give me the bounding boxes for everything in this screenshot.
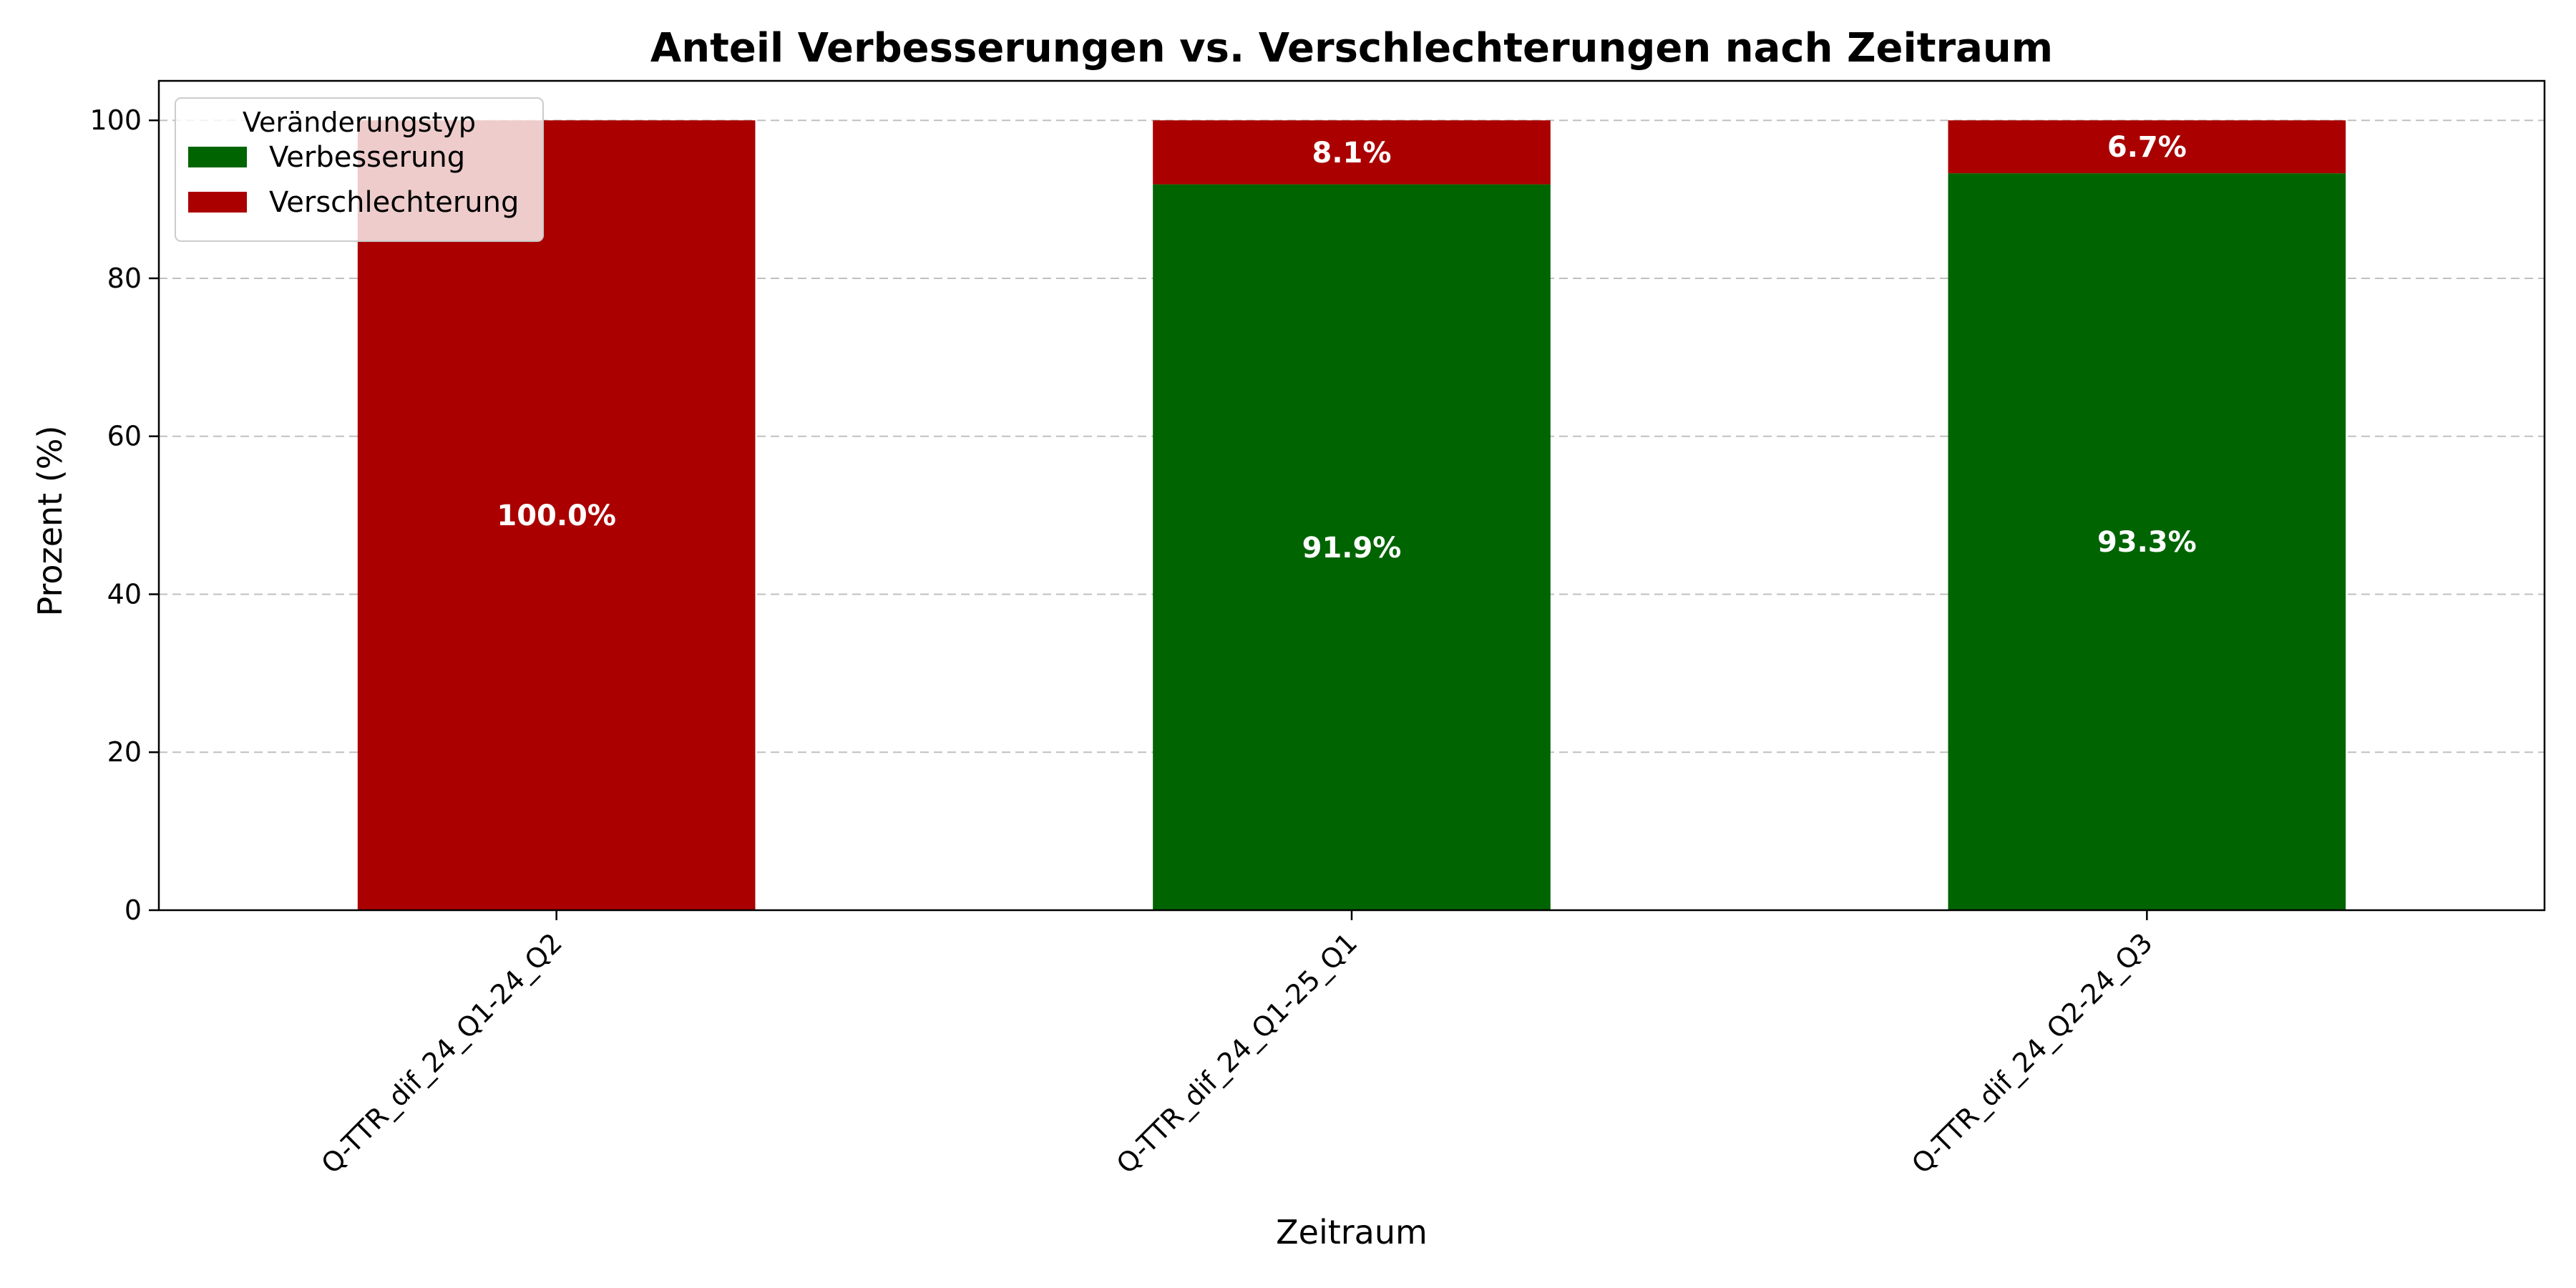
y-tick-label: 40 — [107, 578, 142, 610]
legend-swatch — [188, 147, 247, 167]
bar-verschlechterung — [1153, 120, 1551, 185]
x-axis-label: Zeitraum — [1276, 1213, 1428, 1252]
y-tick-label: 80 — [107, 263, 142, 294]
bar-data-label: 93.3% — [2097, 526, 2197, 559]
bar-verbesserung — [1948, 173, 2346, 910]
legend-box — [175, 97, 544, 242]
bar-data-label: 91.9% — [1302, 532, 1402, 565]
bar-data-label: 6.7% — [2107, 131, 2187, 164]
legend-title: Veränderungstyp — [243, 107, 476, 138]
legend: Veränderungstyp Verbesserung Verschlechte… — [175, 97, 544, 242]
x-tick-label: Q-TTR_dif_24_Q2-24_Q3 — [1906, 927, 2159, 1180]
bars — [357, 120, 2346, 911]
legend-label: Verbesserung — [269, 141, 465, 174]
y-axis-ticks: 0 20 40 60 80 100 — [89, 104, 159, 926]
bar-verschlechterung — [357, 120, 756, 911]
x-axis-ticks: Q-TTR_dif_24_Q1-24_Q2 Q-TTR_dif_24_Q1-25_… — [315, 910, 2159, 1180]
y-tick-label: 60 — [107, 421, 142, 452]
legend-swatch — [188, 192, 247, 213]
bar-verschlechterung — [1948, 120, 2346, 174]
y-tick-label: 0 — [125, 894, 142, 926]
bar-verbesserung — [1153, 184, 1551, 910]
y-tick-label: 20 — [107, 736, 142, 768]
y-tick-label: 100 — [89, 104, 142, 136]
y-axis-label: Prozent (%) — [31, 426, 69, 617]
bar-data-label: 8.1% — [1312, 137, 1392, 170]
x-tick-label: Q-TTR_dif_24_Q1-24_Q2 — [315, 927, 568, 1180]
legend-items: Verbesserung Verschlechterung — [188, 141, 519, 219]
legend-label: Verschlechterung — [269, 186, 519, 219]
x-tick-label: Q-TTR_dif_24_Q1-25_Q1 — [1111, 927, 1364, 1180]
bar-labels: 100.0% 91.9% 8.1% 93.3% 6.7% — [497, 131, 2196, 565]
chart-title: Anteil Verbesserungen vs. Verschlechteru… — [650, 25, 2053, 72]
bar-data-label: 100.0% — [497, 499, 616, 532]
